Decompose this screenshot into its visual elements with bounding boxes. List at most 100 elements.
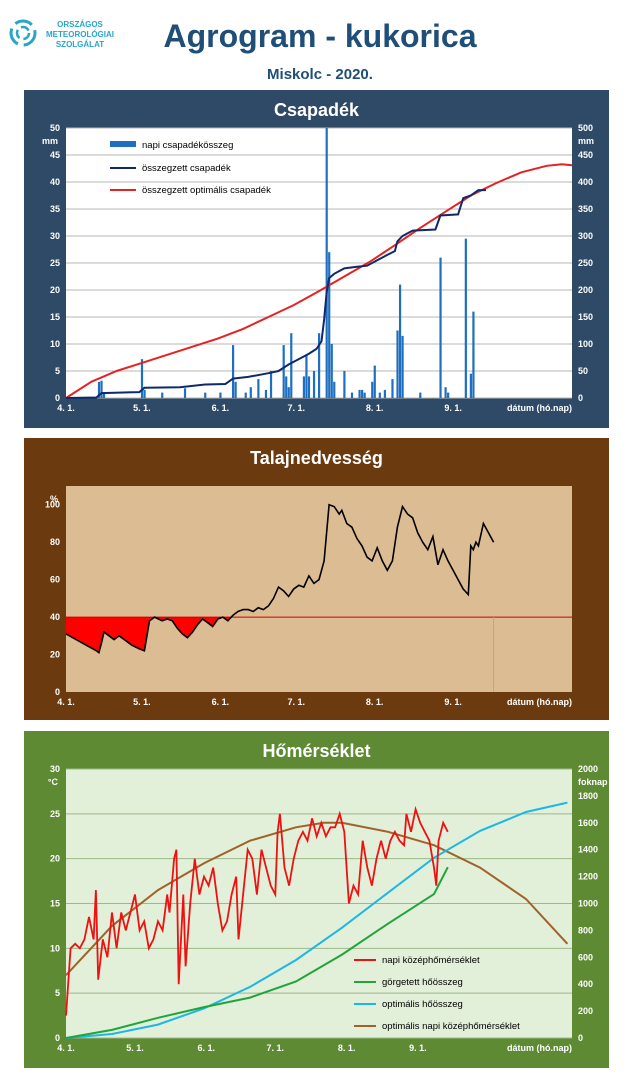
x-tick-label: 6. 1. [198,1043,216,1053]
precip-bar [358,389,361,398]
precip-bar [447,392,450,398]
x-axis-label: dátum (hó.nap) [507,697,572,707]
y-tick-label: 5 [55,988,60,998]
y2-tick-label: 300 [578,231,593,241]
precip-bar [398,284,402,398]
y-tick-label: 25 [50,809,60,819]
x-tick-label: 4. 1. [57,697,75,707]
precip-bar [219,392,222,398]
legend-label: optimális hőösszeg [382,999,463,1010]
y2-tick-label: 0 [578,1033,583,1043]
y-tick-label: 25 [50,258,60,268]
precip-bar [183,388,187,398]
precipitation-panel: Csapadék 0 5 10 15 20 25 30 35 40 45 50 0 50 100 150 20… [24,90,609,428]
precip-bar [140,359,144,398]
x-tick-label: 5. 1. [126,1043,144,1053]
y-tick-label: 40 [50,612,60,622]
precip-bar [231,345,235,398]
soil-moisture-panel: Talajnedvesség 0 20 40 60 80 100 4. 1. 5. 1. 6. … [24,438,609,720]
y-tick-label: 15 [50,899,60,909]
precip-bar [373,365,376,398]
x-tick-label: 7. 1. [287,697,305,707]
cumulative-line [65,189,486,399]
legend-label: összegzett optimális csapadék [142,185,271,196]
omsz-logo: ORSZÁGOS METEOROLÓGIAI SZOLGÁLAT [8,18,118,58]
precip-bar [282,345,285,398]
y-tick-label: 60 [50,575,60,585]
y2-tick-label: 1800 [578,791,598,801]
precip-bar [464,238,467,398]
x-tick-label: 8. 1. [366,403,384,413]
precip-bar [287,387,290,398]
x-tick-label: 9. 1. [444,697,462,707]
y2-tick-label: 400 [578,979,593,989]
y-tick-label: 30 [50,231,60,241]
x-tick-label: 9. 1. [444,403,462,413]
x-tick-label: 8. 1. [366,697,384,707]
precip-bar [100,380,103,398]
y2-tick-label: 1600 [578,818,598,828]
page-subtitle: Miskolc - 2020. [267,66,373,83]
precip-bar [391,379,394,398]
y2-tick-label: 350 [578,204,593,214]
y2-tick-label: 500 [578,123,593,133]
precip-bar [269,371,273,398]
logo-swirl-icon [9,19,37,47]
y-tick-label: 0 [55,687,60,697]
precip-bar [363,392,366,398]
y-tick-label: 35 [50,204,60,214]
y-tick-label: 15 [50,312,60,322]
y-tick-label: 20 [50,285,60,295]
legend-label: görgetett hőösszeg [382,977,463,988]
y2-axis-unit: mm [578,136,594,146]
x-tick-label: 6. 1. [212,697,230,707]
logo-line: SZOLGÁLAT [55,40,105,49]
y-tick-label: 10 [50,943,60,953]
y2-tick-label: 200 [578,285,593,295]
precip-bar [264,389,268,398]
rolling-degree-days-line [65,866,449,1039]
y2-tick-label: 800 [578,925,593,935]
precip-bar [328,252,331,398]
precip-bar [371,381,374,398]
x-tick-label: 9. 1. [409,1043,427,1053]
y2-tick-label: 100 [578,339,593,349]
precip-bar [396,330,399,398]
precip-bar [161,392,164,398]
precip-bar [378,392,381,398]
precip-bar [419,392,422,398]
y-tick-label: 20 [50,854,60,864]
precip-bar [325,128,328,398]
deficit-area [154,617,223,638]
logo-line: ORSZÁGOS [57,20,103,29]
temperature-title: Hőmérséklet [262,741,371,761]
soil-moisture-chart: 0 20 40 60 80 100 4. 1. 5. 1. 6. 1. 7. 1. 8. 1. 9. … [45,486,572,707]
y2-tick-label: 400 [578,177,593,187]
x-tick-label: 5. 1. [133,697,151,707]
y-tick-label: 10 [50,339,60,349]
precip-bar [312,371,316,398]
legend-label: összegzett csapadék [142,163,231,174]
y-tick-label: 5 [55,366,60,376]
y-tick-label: 20 [50,650,60,660]
y-tick-label: 30 [50,764,60,774]
x-tick-label: 4. 1. [57,403,75,413]
optimal-daily-temp-line [65,821,569,976]
x-tick-label: 6. 1. [212,403,230,413]
precip-bar [307,376,311,398]
temperature-chart: 0 5 10 15 20 25 30 0 200 400 600 800 1000 1200 1400 160… [48,764,608,1053]
y-axis-unit: °C [48,777,59,787]
y-tick-label: 40 [50,177,60,187]
y-tick-label: 50 [50,123,60,133]
precip-bar [469,373,472,398]
legend-label: napi csapadékösszeg [142,140,233,151]
temperature-panel: Hőmérséklet 0 5 10 15 20 25 30 0 200 400 600 800 100… [24,731,609,1068]
precip-bar [143,389,146,398]
y2-tick-label: 50 [578,366,588,376]
precipitation-title: Csapadék [273,100,360,120]
soil-moisture-line [65,503,495,655]
precip-bar [333,381,336,398]
y2-tick-label: 1400 [578,845,598,855]
y2-tick-label: 450 [578,150,593,160]
y2-tick-label: 2000 [578,764,598,774]
